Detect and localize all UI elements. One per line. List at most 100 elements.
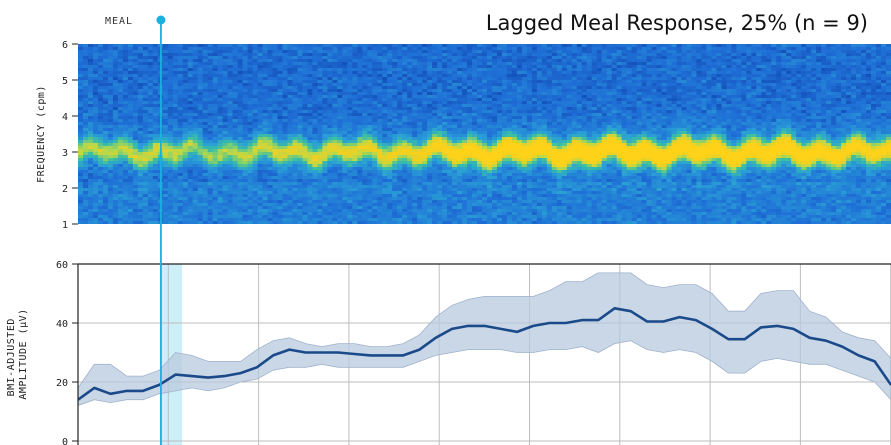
heatmap-cell	[377, 47, 383, 51]
heatmap-cell	[82, 215, 89, 219]
heatmap-cell	[242, 128, 249, 132]
heatmap-cell	[427, 155, 433, 159]
heatmap-cell	[482, 188, 488, 192]
heatmap-cell	[472, 218, 478, 222]
heatmap-cell	[297, 104, 304, 108]
heatmap-cell	[352, 221, 358, 224]
heatmap-cell	[342, 65, 348, 69]
heatmap-cell	[147, 110, 154, 114]
heatmap-cell	[242, 146, 249, 150]
heatmap-cell	[192, 164, 199, 168]
heatmap-cell	[432, 128, 438, 132]
heatmap-cell	[352, 131, 358, 135]
heatmap-cell	[262, 143, 269, 147]
heatmap-cell	[302, 125, 309, 129]
heatmap-cell	[447, 56, 453, 60]
heatmap-cell	[447, 62, 453, 66]
heatmap-cell	[177, 71, 184, 75]
heatmap-cell	[92, 77, 99, 81]
heatmap-cell	[152, 215, 159, 219]
heatmap-cell	[367, 200, 373, 204]
heatmap-cell	[477, 155, 483, 159]
heatmap-cell	[397, 152, 403, 156]
heatmap-cell	[112, 68, 119, 72]
heatmap-cell	[167, 191, 174, 195]
heatmap-cell	[232, 176, 239, 180]
heatmap-cell	[397, 167, 403, 171]
heatmap-cell	[382, 95, 388, 99]
heatmap-cell	[312, 65, 319, 69]
heatmap-cell	[267, 113, 274, 117]
heatmap-cell	[486, 164, 493, 168]
heatmap-cell	[87, 131, 94, 135]
heatmap-cell	[472, 128, 478, 132]
heatmap-cell	[427, 53, 433, 57]
heatmap-cell	[367, 173, 373, 177]
heatmap-cell	[432, 197, 438, 201]
heatmap-cell	[227, 131, 234, 135]
heatmap-cell	[177, 59, 184, 63]
heatmap-cell	[97, 194, 104, 198]
heatmap-cell	[272, 149, 279, 153]
heatmap-cell	[107, 221, 114, 224]
heatmap-cell	[297, 203, 304, 207]
heatmap-cell	[187, 164, 194, 168]
heatmap-cell	[372, 155, 378, 159]
heatmap-cell	[277, 65, 284, 69]
heatmap-cell	[247, 176, 254, 180]
heatmap-cell	[97, 104, 104, 108]
heatmap-cell	[327, 71, 333, 75]
heatmap-cell	[392, 110, 398, 114]
heatmap-cell	[127, 92, 134, 96]
heatmap-cell	[137, 128, 144, 132]
heatmap-cell	[322, 74, 328, 78]
heatmap-cell	[142, 113, 149, 117]
heatmap-cell	[452, 206, 458, 210]
heatmap-cell	[82, 149, 89, 153]
heatmap-cell	[387, 71, 393, 75]
heatmap-cell	[307, 185, 314, 189]
heatmap-cell	[102, 107, 109, 111]
heatmap-cell	[222, 62, 229, 66]
heatmap-cell	[87, 212, 94, 216]
heatmap-cell	[337, 83, 343, 87]
heatmap-cell	[152, 155, 159, 159]
heatmap-cell	[172, 155, 179, 159]
heatmap-cell	[397, 59, 403, 63]
heatmap-cell	[322, 131, 328, 135]
heatmap-cell	[447, 122, 453, 126]
heatmap-cell	[327, 131, 333, 135]
heatmap-cell	[447, 179, 453, 183]
heatmap-cell	[162, 206, 169, 210]
heatmap-cell	[122, 98, 129, 102]
heatmap-cell	[342, 128, 348, 132]
heatmap-cell	[202, 98, 209, 102]
heatmap-cell	[402, 56, 408, 60]
heatmap-cell	[267, 62, 274, 66]
heatmap-cell	[362, 149, 368, 153]
heatmap-cell	[432, 179, 438, 183]
heatmap-cell	[227, 179, 234, 183]
heatmap-cell	[82, 146, 89, 150]
heatmap-cell	[482, 107, 488, 111]
heatmap-cell	[78, 89, 84, 93]
heatmap-cell	[382, 137, 388, 141]
heatmap-cell	[427, 47, 433, 51]
heatmap-cell	[417, 47, 423, 51]
heatmap-cell	[182, 101, 189, 105]
heatmap-cell	[382, 158, 388, 162]
heatmap-cell	[457, 170, 463, 174]
heatmap-cell	[486, 50, 493, 54]
heatmap-cell	[207, 80, 214, 84]
heatmap-cell	[192, 89, 199, 93]
heatmap-cell	[222, 71, 229, 75]
heatmap-cell	[172, 47, 179, 51]
heatmap-cell	[432, 161, 438, 165]
heatmap-cell	[287, 74, 294, 78]
heatmap-cell	[177, 143, 184, 147]
heatmap-cell	[477, 200, 483, 204]
heatmap-cell	[407, 113, 413, 117]
heatmap-cell	[172, 209, 179, 213]
heatmap-cell	[242, 83, 249, 87]
heatmap-cell	[312, 191, 319, 195]
